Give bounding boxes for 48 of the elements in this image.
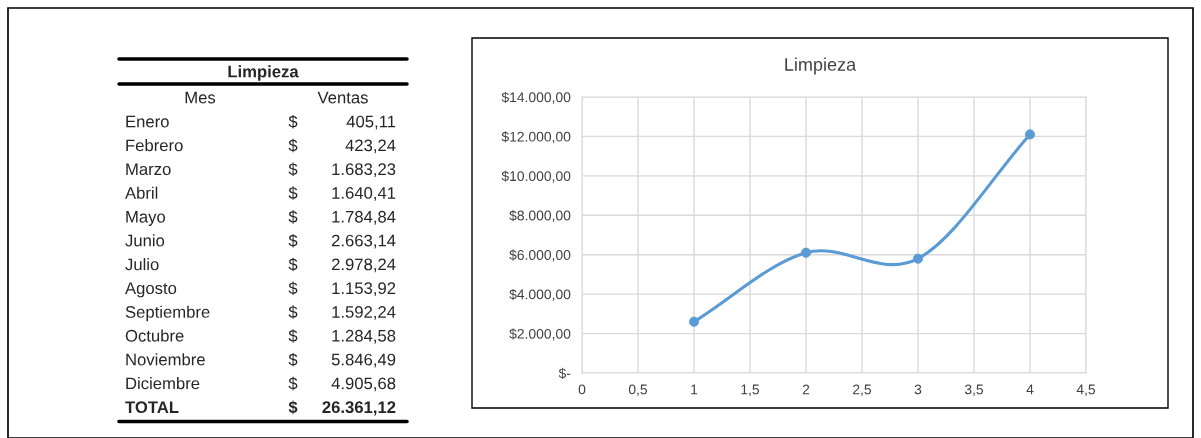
x-tick-label: 3,5 — [964, 384, 984, 396]
category-label: Octubre — [125, 329, 184, 342]
text: $ 1.784,84 — [288, 210, 396, 225]
category-label: Enero — [126, 115, 169, 128]
text: $ 26.361,12 — [288, 400, 396, 416]
y-tick-label: $6.000,00 — [509, 249, 571, 262]
text: Limpieza — [228, 65, 299, 81]
y-tick-label: $2.000,00 — [509, 328, 571, 341]
text: $ 1.640,41 — [288, 186, 396, 201]
x-tick-label: 1 — [691, 384, 698, 395]
y-tick-label: $12.000,00 — [501, 131, 571, 144]
text: Mes — [185, 91, 216, 104]
category-label: Febrero — [126, 139, 183, 152]
y-tick-label: $8.000,00 — [509, 210, 571, 223]
text: $ 423,24 — [288, 138, 396, 154]
category-label: Mayo — [126, 211, 166, 226]
category-label: Septiembre — [125, 305, 210, 322]
category-label: Julio — [125, 258, 159, 271]
text: $ 1.153,92 — [288, 281, 396, 297]
y-tick-label: $- — [558, 367, 571, 379]
x-tick-label: 0,5 — [628, 384, 648, 396]
y-tick-label: $14.000,00 — [501, 91, 571, 104]
text: $ 1.284,58 — [288, 329, 396, 344]
text: $ 4.905,68 — [288, 376, 396, 392]
category-label: Marzo — [126, 163, 171, 176]
x-tick-label: 4 — [1026, 384, 1034, 395]
category-label: Agosto — [125, 282, 177, 298]
text: Ventas — [317, 91, 368, 104]
category-label: Diciembre — [126, 377, 200, 390]
y-tick-label: $4.000,00 — [509, 288, 571, 301]
text: $ 2.978,24 — [288, 257, 396, 273]
y-tick-label: $10.000,00 — [501, 170, 571, 183]
text: $ 405,11 — [288, 114, 396, 130]
category-label: Noviembre — [126, 353, 205, 366]
x-tick-label: 0 — [578, 384, 586, 395]
text: $ 1.683,23 — [288, 162, 396, 178]
category-label: Junio — [125, 234, 165, 247]
text: $ 5.846,49 — [288, 352, 396, 368]
x-tick-label: 2,5 — [853, 384, 872, 396]
x-tick-label: 2 — [802, 384, 810, 395]
x-tick-label: 4,5 — [1076, 384, 1096, 396]
category-label: Abril — [125, 186, 158, 199]
category-label: TOTAL — [125, 401, 179, 414]
text: $ 1.592,24 — [288, 305, 396, 320]
text: $ 2.663,14 — [288, 233, 396, 249]
chart-title: Limpieza — [785, 57, 857, 75]
x-tick-label: 3 — [914, 384, 922, 395]
x-tick-label: 1,5 — [741, 384, 760, 396]
